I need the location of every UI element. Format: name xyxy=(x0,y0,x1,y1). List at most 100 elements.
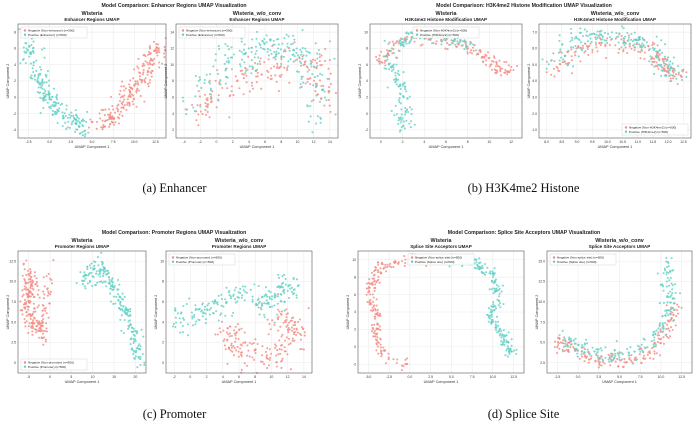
point-negative xyxy=(280,348,283,351)
point-positive xyxy=(182,317,185,320)
point-positive xyxy=(667,314,670,317)
point-positive xyxy=(288,49,291,52)
point-negative xyxy=(250,342,253,345)
point-negative xyxy=(46,294,49,297)
point-negative xyxy=(498,59,501,62)
point-negative xyxy=(109,116,112,119)
point-negative xyxy=(42,276,45,279)
point-negative xyxy=(29,280,33,283)
point-positive xyxy=(36,80,39,83)
point-positive xyxy=(618,356,621,359)
point-negative xyxy=(191,103,194,107)
legend-marker xyxy=(23,365,27,368)
point-positive xyxy=(302,54,305,57)
point-positive xyxy=(653,72,656,75)
point-negative xyxy=(662,68,665,71)
x-axis-label: UMAP Component 1 xyxy=(602,380,637,384)
point-negative xyxy=(633,358,636,361)
point-negative xyxy=(313,79,316,82)
point-positive xyxy=(173,308,176,312)
point-positive xyxy=(33,74,36,77)
point-positive xyxy=(300,51,303,54)
point-positive xyxy=(74,109,77,112)
x-tick-label: 14 xyxy=(302,375,306,379)
point-negative xyxy=(228,325,232,328)
point-positive xyxy=(118,302,121,305)
point-positive xyxy=(563,55,567,58)
point-negative xyxy=(508,70,511,73)
point-negative xyxy=(315,61,318,65)
point-positive xyxy=(400,113,403,116)
point-negative xyxy=(206,99,209,102)
point-negative xyxy=(267,71,270,74)
point-positive xyxy=(295,278,299,281)
point-negative xyxy=(24,306,27,309)
point-negative xyxy=(248,90,251,93)
point-negative xyxy=(487,57,490,60)
point-positive xyxy=(301,29,304,32)
point-positive xyxy=(648,47,651,51)
point-positive xyxy=(569,27,573,30)
point-positive xyxy=(226,45,229,48)
point-positive xyxy=(84,287,87,290)
x-tick-label: -2.5 xyxy=(26,140,32,144)
point-positive xyxy=(49,107,52,110)
point-negative xyxy=(662,336,665,339)
point-positive xyxy=(83,119,86,122)
point-negative xyxy=(282,50,285,53)
point-positive xyxy=(32,61,35,64)
point-negative xyxy=(221,86,224,90)
y-tick-label: 2 xyxy=(354,328,356,332)
point-positive xyxy=(129,310,132,313)
point-negative xyxy=(222,339,225,342)
point-negative xyxy=(581,355,584,358)
point-negative xyxy=(311,58,314,61)
x-tick-label: 5.0 xyxy=(449,375,454,379)
point-positive xyxy=(213,299,217,302)
x-tick-label: 12 xyxy=(509,140,513,144)
point-negative xyxy=(268,322,271,326)
point-negative xyxy=(30,326,33,329)
point-positive xyxy=(112,302,115,306)
point-negative xyxy=(278,310,281,313)
point-positive xyxy=(580,41,583,44)
point-negative xyxy=(274,58,277,61)
point-positive xyxy=(494,281,497,284)
point-positive xyxy=(410,38,413,41)
point-positive xyxy=(498,302,502,305)
legend-marker xyxy=(181,33,185,36)
point-negative xyxy=(566,343,569,346)
point-negative xyxy=(387,356,390,359)
point-positive xyxy=(383,39,386,42)
point-negative xyxy=(199,103,202,106)
point-positive xyxy=(677,71,680,74)
x-tick-label: 10 xyxy=(270,375,274,379)
y-tick-label: 2 xyxy=(162,341,164,345)
point-positive xyxy=(323,90,326,93)
point-negative xyxy=(103,114,106,117)
point-negative xyxy=(128,94,131,98)
point-positive xyxy=(210,97,213,100)
point-positive xyxy=(29,62,32,65)
panel-title: Enhancer Regions UMAP xyxy=(229,17,284,22)
x-tick-label: 10 xyxy=(488,140,492,144)
point-positive xyxy=(280,55,283,58)
point-negative xyxy=(628,45,631,48)
point-positive xyxy=(18,28,21,31)
point-negative xyxy=(378,57,381,60)
point-negative xyxy=(660,337,663,340)
point-positive xyxy=(236,296,239,299)
point-negative xyxy=(584,355,587,358)
point-negative xyxy=(406,362,409,365)
point-negative xyxy=(545,60,549,63)
point-negative xyxy=(389,262,392,266)
point-negative xyxy=(558,338,561,341)
point-positive xyxy=(392,52,395,55)
point-negative xyxy=(137,89,141,92)
point-negative xyxy=(303,61,306,64)
point-positive xyxy=(397,85,400,88)
x-tick-label: 12.5 xyxy=(510,375,517,379)
y-tick-label: -4 xyxy=(13,128,16,132)
point-negative xyxy=(287,343,291,346)
point-positive xyxy=(283,292,286,295)
